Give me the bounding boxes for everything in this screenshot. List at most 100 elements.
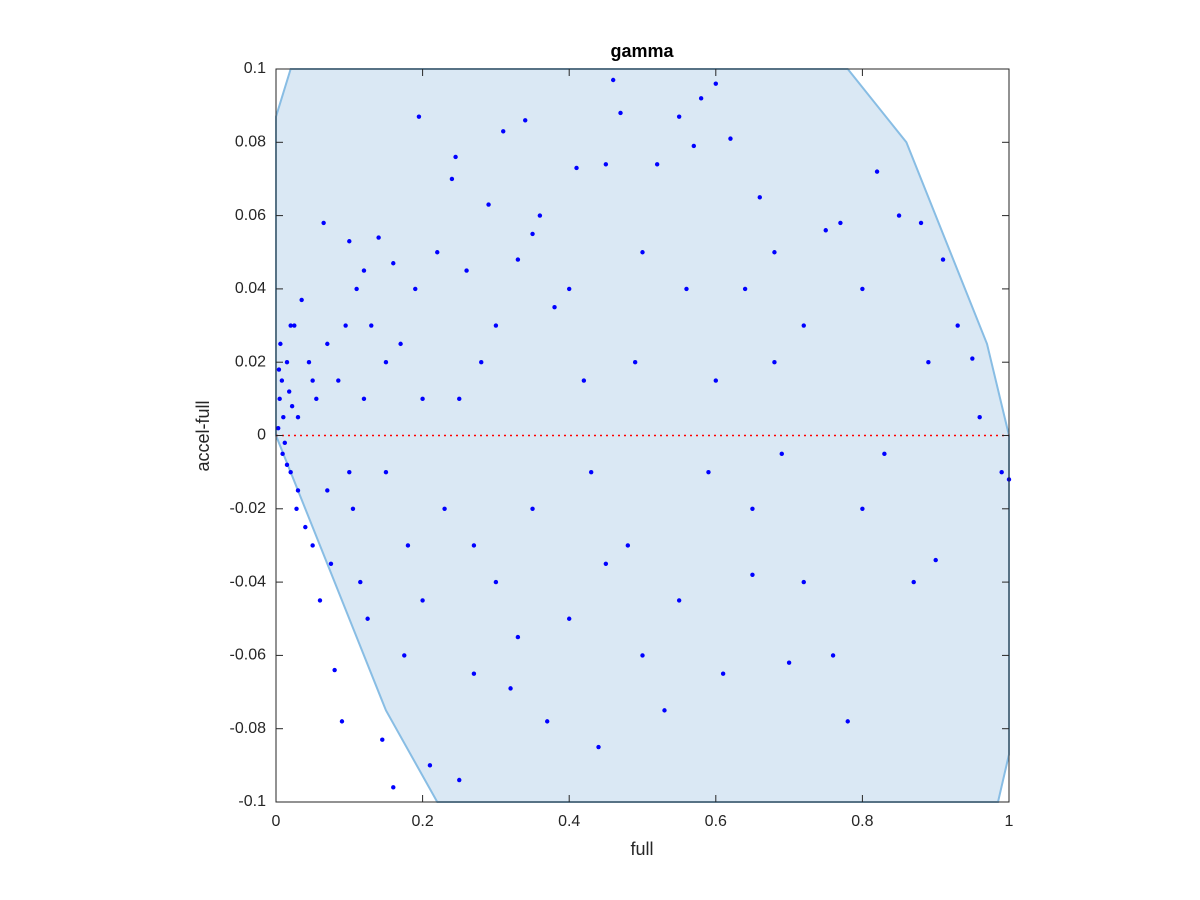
point — [398, 341, 403, 347]
point — [640, 653, 645, 658]
y-tick-label: -0.04 — [230, 573, 267, 590]
point — [365, 616, 370, 621]
point — [294, 506, 299, 511]
point — [457, 396, 462, 402]
point — [874, 169, 880, 174]
point — [574, 165, 579, 171]
point — [358, 579, 363, 585]
y-tick-label: 0.02 — [235, 353, 266, 370]
y-tick-label: -0.1 — [238, 793, 266, 810]
point — [523, 118, 528, 123]
point — [276, 367, 282, 372]
point — [303, 524, 308, 530]
point — [289, 403, 295, 409]
point — [845, 719, 850, 724]
point — [317, 598, 323, 603]
point — [354, 286, 359, 292]
point — [416, 114, 422, 119]
point — [786, 660, 792, 665]
point — [933, 557, 938, 563]
point — [391, 785, 396, 790]
point — [654, 162, 660, 167]
point — [713, 81, 718, 86]
y-tick-label: 0.04 — [235, 280, 266, 297]
point — [310, 378, 315, 383]
point — [501, 129, 506, 134]
point — [299, 297, 304, 303]
point — [420, 598, 425, 603]
point — [321, 220, 326, 226]
point — [552, 305, 557, 310]
point — [530, 231, 535, 237]
point — [698, 96, 704, 101]
point — [537, 213, 543, 218]
point — [486, 202, 491, 207]
point — [515, 634, 521, 640]
y-tick-label: 0.06 — [235, 207, 266, 224]
point — [970, 356, 975, 361]
point — [284, 462, 290, 468]
point — [515, 257, 521, 262]
point — [801, 323, 806, 328]
x-tick-label: 0 — [272, 813, 281, 830]
point — [435, 250, 440, 255]
point — [427, 763, 433, 768]
y-tick-label: -0.02 — [230, 500, 267, 517]
point — [779, 451, 784, 457]
point — [420, 396, 425, 402]
point — [596, 744, 601, 750]
point — [449, 176, 455, 182]
point — [275, 425, 281, 431]
point — [882, 451, 887, 457]
point — [383, 360, 389, 365]
point — [772, 360, 777, 365]
point — [493, 579, 499, 585]
point — [588, 469, 594, 475]
point — [280, 451, 285, 457]
y-tick-label: -0.08 — [230, 720, 267, 737]
point — [471, 543, 477, 548]
point — [288, 469, 293, 475]
x-tick-label: 0.4 — [558, 813, 580, 830]
point — [306, 360, 312, 365]
point — [896, 213, 902, 218]
point — [413, 286, 418, 292]
point — [977, 414, 982, 420]
point — [339, 719, 345, 724]
point — [295, 488, 301, 493]
point — [361, 268, 367, 273]
point — [545, 719, 550, 724]
point — [288, 323, 293, 328]
point — [860, 506, 865, 511]
point — [361, 396, 367, 402]
point — [618, 110, 623, 116]
point — [281, 414, 286, 420]
point — [750, 572, 755, 577]
point — [383, 469, 389, 475]
point — [567, 616, 572, 621]
point — [376, 235, 381, 240]
point — [471, 671, 477, 676]
point — [325, 488, 330, 493]
point — [405, 543, 411, 548]
point — [640, 250, 645, 255]
y-tick-label: 0 — [257, 427, 266, 444]
point — [581, 378, 587, 383]
point — [286, 389, 292, 394]
point — [999, 469, 1004, 475]
point — [350, 506, 356, 511]
point — [610, 77, 616, 83]
point — [625, 543, 631, 548]
y-tick-label: 0.1 — [244, 60, 266, 77]
point — [603, 162, 609, 167]
point — [772, 250, 777, 255]
point — [706, 469, 711, 475]
point — [720, 671, 726, 676]
point — [314, 396, 319, 402]
point — [343, 323, 348, 328]
point — [284, 360, 290, 365]
point — [457, 777, 462, 783]
point — [691, 143, 697, 149]
point — [479, 360, 484, 365]
point — [380, 737, 385, 742]
